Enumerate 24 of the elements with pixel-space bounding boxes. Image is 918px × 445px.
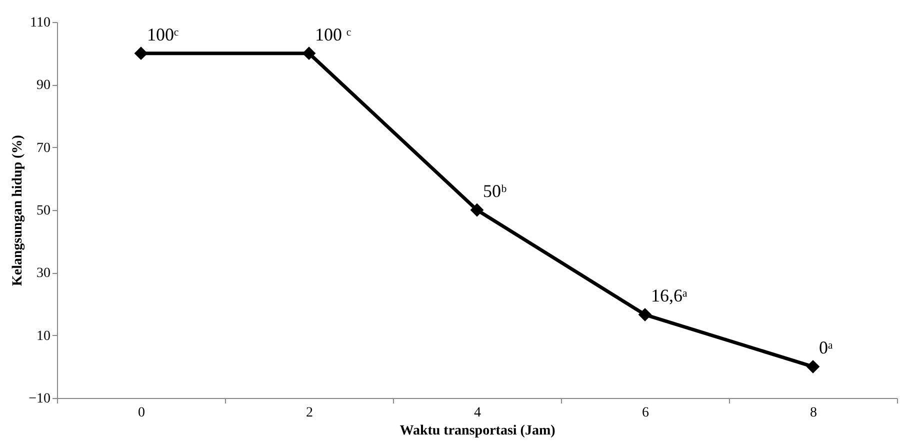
y-tick-label: 70 <box>36 140 50 156</box>
data-label: 100ᶜ <box>147 24 179 44</box>
x-tick-label: 2 <box>306 406 313 420</box>
y-tick-label: 110 <box>30 16 50 30</box>
y-axis-title: Kelangsungan hidup (%) <box>10 134 26 286</box>
x-tick-label: 0 <box>138 406 145 420</box>
x-tick-label: 4 <box>474 406 481 420</box>
x-tick-label: 8 <box>810 406 817 420</box>
data-label: 100 ᶜ <box>315 24 352 44</box>
y-tick-label: 50 <box>36 204 50 218</box>
point <box>302 46 316 60</box>
data-label: 0ᵃ <box>819 338 833 358</box>
point <box>638 308 652 322</box>
x-tick-label: 6 <box>642 406 649 420</box>
point <box>806 360 820 374</box>
y-tick-label: 90 <box>36 78 50 94</box>
y-tick-label: 30 <box>36 266 50 282</box>
data-label: 50ᵇ <box>483 181 507 201</box>
point <box>134 46 148 60</box>
x-axis-title: Waktu transportasi (Jam) <box>400 424 556 438</box>
point <box>470 203 484 217</box>
data-label: 16,6ᵃ <box>651 286 688 306</box>
y-tick-label: −10 <box>28 392 50 406</box>
y-tick-label: 10 <box>36 328 50 344</box>
